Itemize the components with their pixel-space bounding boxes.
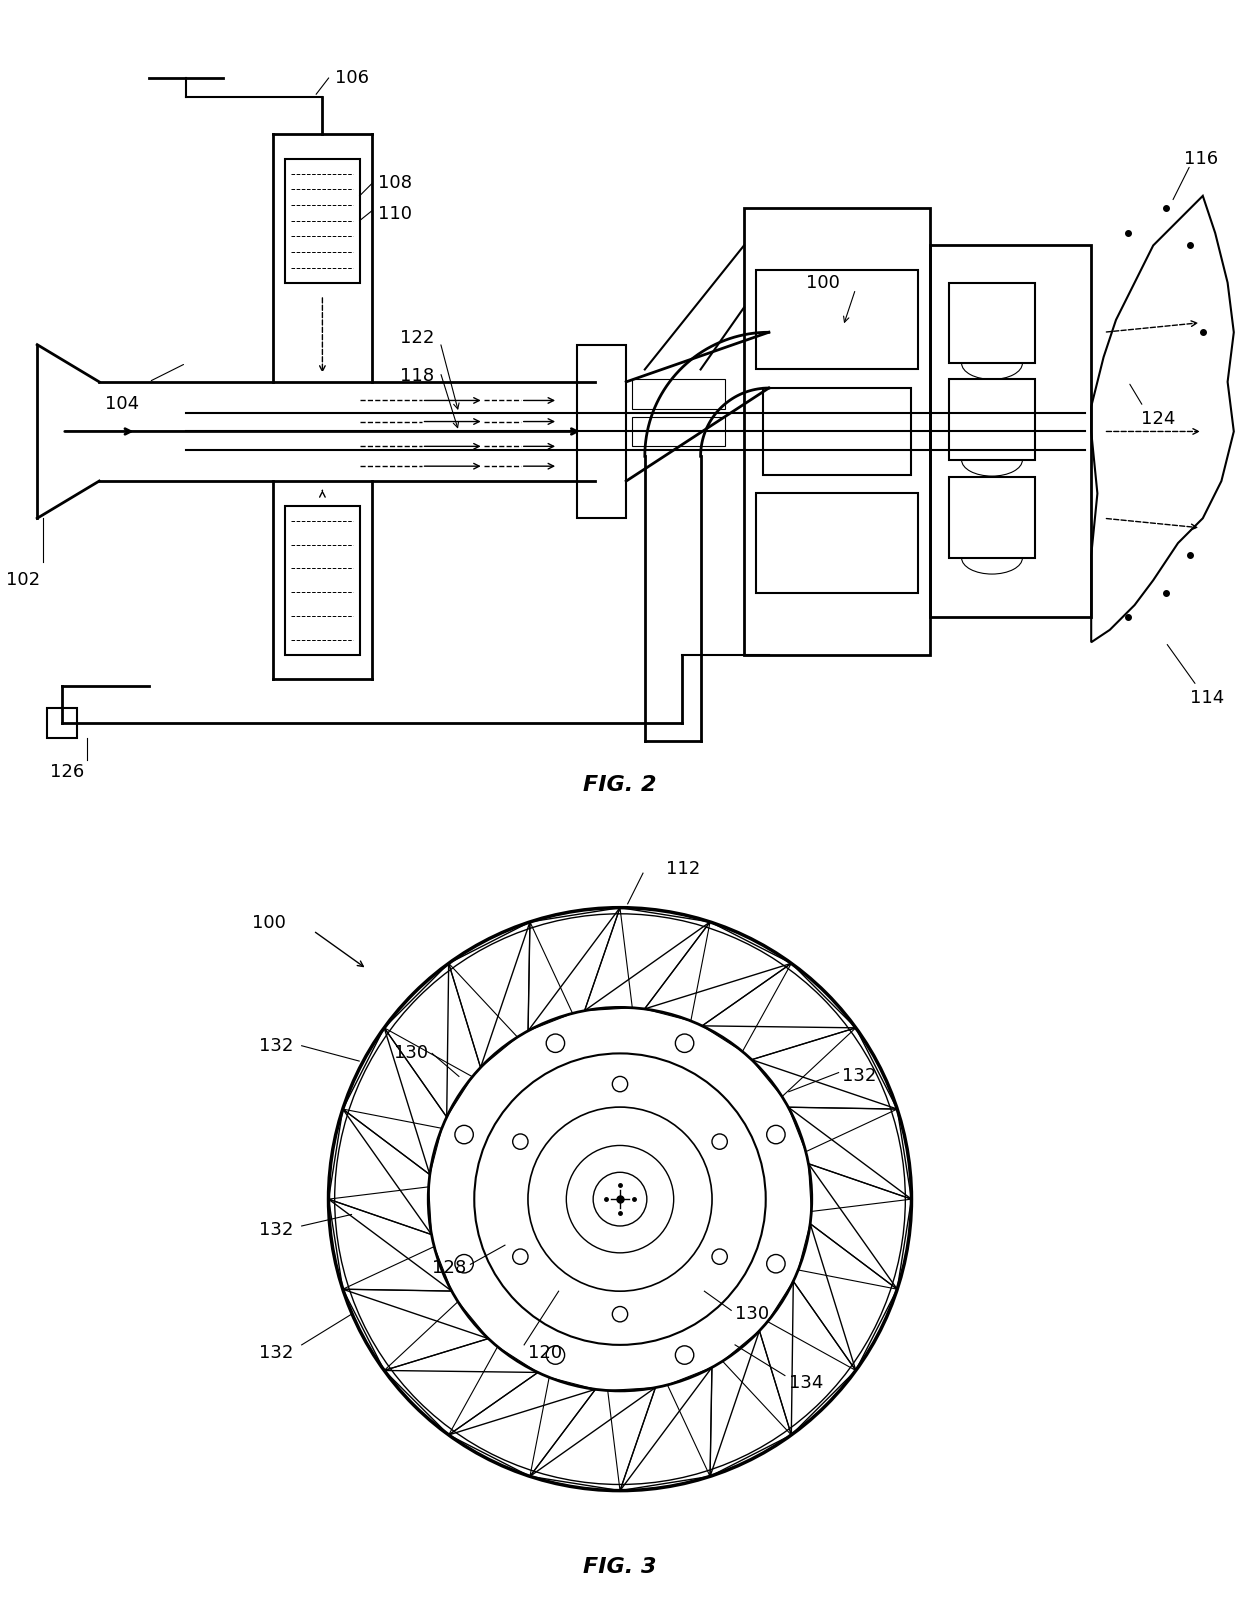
Text: 116: 116 — [1184, 150, 1219, 168]
Bar — [756, 270, 918, 369]
Text: 132: 132 — [259, 1344, 294, 1361]
Bar — [632, 379, 725, 409]
Text: 104: 104 — [105, 395, 140, 412]
Bar — [744, 208, 930, 655]
Text: 102: 102 — [6, 570, 41, 590]
Text: FIG. 2: FIG. 2 — [583, 775, 657, 794]
Bar — [756, 494, 918, 593]
Text: 122: 122 — [399, 329, 434, 347]
Bar — [949, 379, 1035, 460]
Bar — [949, 283, 1035, 363]
Text: 110: 110 — [378, 206, 412, 224]
Text: 132: 132 — [259, 1037, 294, 1055]
Bar — [763, 388, 911, 475]
Text: 132: 132 — [259, 1221, 294, 1238]
Text: 128: 128 — [433, 1259, 466, 1277]
Bar — [632, 417, 725, 446]
Text: 118: 118 — [399, 366, 434, 385]
Text: 114: 114 — [1190, 689, 1225, 706]
Text: 120: 120 — [528, 1344, 562, 1361]
Text: 132: 132 — [842, 1067, 877, 1085]
Bar — [285, 507, 360, 655]
Text: 124: 124 — [1141, 411, 1176, 428]
Text: 126: 126 — [50, 764, 84, 781]
Text: 134: 134 — [789, 1374, 823, 1392]
Text: FIG. 3: FIG. 3 — [583, 1558, 657, 1577]
Bar — [47, 708, 77, 738]
Text: 106: 106 — [335, 69, 368, 86]
Bar — [930, 246, 1091, 617]
Text: 100: 100 — [806, 273, 839, 292]
Bar — [577, 345, 626, 518]
Text: 130: 130 — [394, 1045, 428, 1063]
Bar — [949, 478, 1035, 558]
Text: 108: 108 — [378, 174, 412, 192]
Text: 100: 100 — [252, 914, 285, 932]
Text: 130: 130 — [735, 1306, 769, 1323]
Text: 112: 112 — [666, 860, 701, 879]
Bar — [285, 158, 360, 283]
